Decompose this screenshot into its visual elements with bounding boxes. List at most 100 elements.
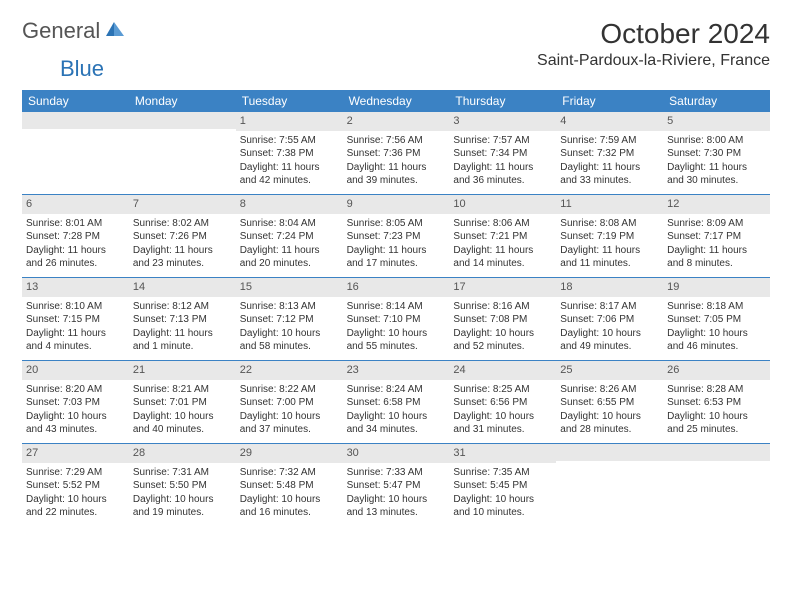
sunrise-text: Sunrise: 7:56 AM: [347, 134, 446, 148]
sunrise-text: Sunrise: 8:06 AM: [453, 217, 552, 231]
day-body: Sunrise: 8:02 AMSunset: 7:26 PMDaylight:…: [129, 214, 236, 275]
daylight-text: and 31 minutes.: [453, 423, 552, 437]
day-cell: 10Sunrise: 8:06 AMSunset: 7:21 PMDayligh…: [449, 195, 556, 277]
day-number: 18: [556, 278, 663, 297]
empty-day-cell: [22, 112, 129, 194]
sunrise-text: Sunrise: 8:17 AM: [560, 300, 659, 314]
daylight-text: and 43 minutes.: [26, 423, 125, 437]
day-body: Sunrise: 8:10 AMSunset: 7:15 PMDaylight:…: [22, 297, 129, 358]
daylight-text: Daylight: 11 hours: [133, 244, 232, 258]
week-row: 27Sunrise: 7:29 AMSunset: 5:52 PMDayligh…: [22, 444, 770, 526]
daylight-text: and 10 minutes.: [453, 506, 552, 520]
day-body: Sunrise: 8:13 AMSunset: 7:12 PMDaylight:…: [236, 297, 343, 358]
sunrise-text: Sunrise: 7:33 AM: [347, 466, 446, 480]
daylight-text: and 25 minutes.: [667, 423, 766, 437]
daylight-text: Daylight: 11 hours: [26, 327, 125, 341]
day-number: 25: [556, 361, 663, 380]
daylight-text: Daylight: 11 hours: [560, 161, 659, 175]
day-cell: 23Sunrise: 8:24 AMSunset: 6:58 PMDayligh…: [343, 361, 450, 443]
daylight-text: Daylight: 10 hours: [347, 410, 446, 424]
sunrise-text: Sunrise: 8:24 AM: [347, 383, 446, 397]
daylight-text: and 39 minutes.: [347, 174, 446, 188]
daylight-text: and 33 minutes.: [560, 174, 659, 188]
day-cell: 8Sunrise: 8:04 AMSunset: 7:24 PMDaylight…: [236, 195, 343, 277]
sunset-text: Sunset: 7:32 PM: [560, 147, 659, 161]
daylight-text: and 11 minutes.: [560, 257, 659, 271]
sunset-text: Sunset: 5:52 PM: [26, 479, 125, 493]
daylight-text: Daylight: 11 hours: [347, 244, 446, 258]
sunset-text: Sunset: 7:26 PM: [133, 230, 232, 244]
day-cell: 30Sunrise: 7:33 AMSunset: 5:47 PMDayligh…: [343, 444, 450, 526]
day-cell: 18Sunrise: 8:17 AMSunset: 7:06 PMDayligh…: [556, 278, 663, 360]
sunrise-text: Sunrise: 8:05 AM: [347, 217, 446, 231]
day-body: Sunrise: 8:26 AMSunset: 6:55 PMDaylight:…: [556, 380, 663, 441]
day-cell: 15Sunrise: 8:13 AMSunset: 7:12 PMDayligh…: [236, 278, 343, 360]
sunset-text: Sunset: 7:05 PM: [667, 313, 766, 327]
day-number: 20: [22, 361, 129, 380]
daylight-text: and 52 minutes.: [453, 340, 552, 354]
day-cell: 5Sunrise: 8:00 AMSunset: 7:30 PMDaylight…: [663, 112, 770, 194]
sunrise-text: Sunrise: 8:12 AM: [133, 300, 232, 314]
day-cell: 19Sunrise: 8:18 AMSunset: 7:05 PMDayligh…: [663, 278, 770, 360]
day-body: Sunrise: 8:28 AMSunset: 6:53 PMDaylight:…: [663, 380, 770, 441]
day-cell: 26Sunrise: 8:28 AMSunset: 6:53 PMDayligh…: [663, 361, 770, 443]
sunset-text: Sunset: 7:28 PM: [26, 230, 125, 244]
day-cell: 2Sunrise: 7:56 AMSunset: 7:36 PMDaylight…: [343, 112, 450, 194]
daylight-text: Daylight: 10 hours: [347, 493, 446, 507]
day-number: 28: [129, 444, 236, 463]
day-cell: 1Sunrise: 7:55 AMSunset: 7:38 PMDaylight…: [236, 112, 343, 194]
sunset-text: Sunset: 7:21 PM: [453, 230, 552, 244]
day-number: 24: [449, 361, 556, 380]
month-title: October 2024: [537, 18, 770, 50]
day-cell: 21Sunrise: 8:21 AMSunset: 7:01 PMDayligh…: [129, 361, 236, 443]
day-cell: 12Sunrise: 8:09 AMSunset: 7:17 PMDayligh…: [663, 195, 770, 277]
daylight-text: Daylight: 10 hours: [560, 327, 659, 341]
day-body: Sunrise: 8:06 AMSunset: 7:21 PMDaylight:…: [449, 214, 556, 275]
sunrise-text: Sunrise: 8:01 AM: [26, 217, 125, 231]
day-number: 23: [343, 361, 450, 380]
day-number: 3: [449, 112, 556, 131]
sunset-text: Sunset: 7:00 PM: [240, 396, 339, 410]
day-number: 2: [343, 112, 450, 131]
sunrise-text: Sunrise: 8:13 AM: [240, 300, 339, 314]
sunset-text: Sunset: 7:23 PM: [347, 230, 446, 244]
day-body: Sunrise: 7:33 AMSunset: 5:47 PMDaylight:…: [343, 463, 450, 524]
day-body: Sunrise: 8:18 AMSunset: 7:05 PMDaylight:…: [663, 297, 770, 358]
daylight-text: Daylight: 11 hours: [667, 244, 766, 258]
weekday-tuesday: Tuesday: [236, 90, 343, 112]
daylight-text: Daylight: 10 hours: [453, 327, 552, 341]
day-body: Sunrise: 7:32 AMSunset: 5:48 PMDaylight:…: [236, 463, 343, 524]
day-cell: 6Sunrise: 8:01 AMSunset: 7:28 PMDaylight…: [22, 195, 129, 277]
sunrise-text: Sunrise: 8:25 AM: [453, 383, 552, 397]
sunset-text: Sunset: 7:17 PM: [667, 230, 766, 244]
sunrise-text: Sunrise: 7:57 AM: [453, 134, 552, 148]
day-body: Sunrise: 8:12 AMSunset: 7:13 PMDaylight:…: [129, 297, 236, 358]
daylight-text: and 8 minutes.: [667, 257, 766, 271]
daylight-text: and 16 minutes.: [240, 506, 339, 520]
sunset-text: Sunset: 7:13 PM: [133, 313, 232, 327]
daylight-text: and 58 minutes.: [240, 340, 339, 354]
day-number: 8: [236, 195, 343, 214]
daylight-text: and 55 minutes.: [347, 340, 446, 354]
sunrise-text: Sunrise: 8:22 AM: [240, 383, 339, 397]
day-number: 4: [556, 112, 663, 131]
day-cell: 24Sunrise: 8:25 AMSunset: 6:56 PMDayligh…: [449, 361, 556, 443]
sunset-text: Sunset: 7:01 PM: [133, 396, 232, 410]
day-body: Sunrise: 7:56 AMSunset: 7:36 PMDaylight:…: [343, 131, 450, 192]
day-cell: 29Sunrise: 7:32 AMSunset: 5:48 PMDayligh…: [236, 444, 343, 526]
daylight-text: Daylight: 11 hours: [347, 161, 446, 175]
daylight-text: and 14 minutes.: [453, 257, 552, 271]
day-body: Sunrise: 7:31 AMSunset: 5:50 PMDaylight:…: [129, 463, 236, 524]
sunrise-text: Sunrise: 7:55 AM: [240, 134, 339, 148]
daylight-text: and 1 minute.: [133, 340, 232, 354]
day-body: Sunrise: 8:21 AMSunset: 7:01 PMDaylight:…: [129, 380, 236, 441]
day-cell: 31Sunrise: 7:35 AMSunset: 5:45 PMDayligh…: [449, 444, 556, 526]
day-number: 12: [663, 195, 770, 214]
sunset-text: Sunset: 6:56 PM: [453, 396, 552, 410]
daylight-text: and 13 minutes.: [347, 506, 446, 520]
day-body: Sunrise: 8:05 AMSunset: 7:23 PMDaylight:…: [343, 214, 450, 275]
daylight-text: Daylight: 10 hours: [667, 410, 766, 424]
sunset-text: Sunset: 5:45 PM: [453, 479, 552, 493]
logo-text-blue: Blue: [60, 56, 104, 81]
sunset-text: Sunset: 7:38 PM: [240, 147, 339, 161]
